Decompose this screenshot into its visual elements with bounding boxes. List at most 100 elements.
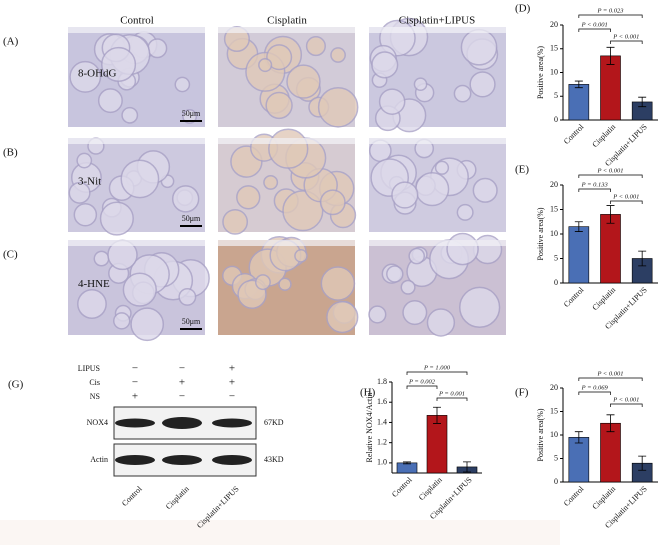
scale-bar-label: 50μm bbox=[182, 109, 201, 118]
y-tick-label: 1.6 bbox=[377, 397, 387, 406]
follicle bbox=[319, 189, 346, 216]
error-bar bbox=[463, 461, 471, 473]
column-header: Control bbox=[120, 15, 154, 27]
band bbox=[162, 417, 202, 429]
y-tick-label: 0 bbox=[554, 477, 558, 486]
follicle bbox=[326, 300, 359, 334]
y-tick-label: 5 bbox=[554, 453, 558, 462]
treatment-sign: + bbox=[179, 377, 185, 389]
follicle bbox=[93, 250, 110, 267]
y-axis-label: Positive area(%) bbox=[536, 46, 545, 99]
follicle bbox=[472, 177, 498, 203]
follicle bbox=[171, 185, 200, 213]
follicle bbox=[268, 128, 309, 169]
treatment-sign: + bbox=[132, 391, 138, 403]
error-bar bbox=[638, 250, 647, 267]
follicle bbox=[286, 64, 321, 99]
follicle bbox=[120, 159, 160, 199]
y-tick-label: 1.0 bbox=[377, 458, 387, 467]
follicle bbox=[294, 249, 308, 263]
treatment-label: LIPUS bbox=[78, 364, 100, 373]
significance-label: P = 0.002 bbox=[408, 378, 436, 385]
error-bar bbox=[638, 455, 647, 471]
scale-bar-label: 50μm bbox=[182, 214, 201, 223]
image-top-gap bbox=[218, 138, 355, 144]
y-axis-label: Positive area(%) bbox=[536, 408, 545, 461]
significance-bracket bbox=[578, 14, 643, 18]
band-label: NOX4 bbox=[87, 418, 108, 427]
follicle bbox=[69, 60, 102, 93]
significance-bracket bbox=[578, 28, 611, 32]
row-label: 4-HNE bbox=[78, 278, 110, 290]
follicle bbox=[456, 203, 474, 221]
treatment-label: Cis bbox=[89, 378, 100, 387]
follicle bbox=[460, 28, 498, 66]
panel-label: (E) bbox=[515, 164, 529, 176]
image-top-gap bbox=[218, 27, 355, 33]
significance-bracket bbox=[578, 377, 643, 381]
follicle bbox=[97, 88, 123, 114]
significance-bracket bbox=[610, 403, 643, 407]
image-top-gap bbox=[369, 240, 506, 246]
band bbox=[162, 455, 202, 465]
row-label: 8-OHdG bbox=[78, 68, 117, 80]
follicle bbox=[265, 91, 293, 120]
band-label: Actin bbox=[90, 455, 108, 464]
error-bar bbox=[638, 96, 647, 108]
bar bbox=[568, 437, 590, 483]
treatment-sign: − bbox=[132, 377, 138, 389]
significance-label: P < 0.001 bbox=[581, 21, 608, 28]
follicle bbox=[76, 152, 93, 169]
y-tick-label: 0 bbox=[554, 115, 558, 124]
significance-label: P = 0.023 bbox=[596, 7, 624, 14]
follicle bbox=[446, 232, 479, 266]
y-tick-label: 10 bbox=[550, 430, 558, 439]
follicle bbox=[68, 181, 91, 204]
treatment-sign: + bbox=[229, 377, 235, 389]
band bbox=[212, 418, 252, 428]
treatment-sign: − bbox=[179, 391, 185, 403]
error-bar bbox=[574, 221, 583, 232]
significance-label: P < 0.001 bbox=[612, 33, 639, 40]
error-bar bbox=[574, 80, 583, 89]
panel-label: (H) bbox=[360, 387, 376, 399]
bar bbox=[568, 84, 590, 121]
y-tick-label: 0 bbox=[554, 278, 558, 287]
treatment-sign: − bbox=[229, 391, 235, 403]
significance-label: P < 0.001 bbox=[612, 396, 639, 403]
bar bbox=[568, 226, 590, 284]
treatment-sign: − bbox=[132, 363, 138, 375]
significance-label: P < 0.001 bbox=[612, 193, 639, 200]
y-tick-label: 1.2 bbox=[377, 437, 387, 446]
y-tick-label: 1.8 bbox=[377, 377, 387, 386]
y-axis-label: Relative NOX4/Actin bbox=[365, 393, 374, 463]
follicle bbox=[174, 76, 191, 93]
y-tick-label: 10 bbox=[550, 67, 558, 76]
bar bbox=[600, 214, 621, 284]
error-bar bbox=[574, 431, 583, 444]
panel-label: (A) bbox=[3, 36, 19, 48]
follicle bbox=[391, 181, 419, 209]
image-top-gap bbox=[369, 138, 506, 144]
follicle bbox=[378, 88, 406, 115]
significance-label: P < 0.001 bbox=[596, 370, 623, 377]
follicle bbox=[73, 202, 98, 227]
y-tick-label: 1.4 bbox=[377, 417, 387, 426]
follicle bbox=[458, 286, 501, 329]
error-bar bbox=[606, 46, 615, 65]
column-header: Cisplatin+LIPUS bbox=[399, 15, 476, 27]
band bbox=[115, 418, 155, 428]
significance-bracket bbox=[578, 391, 611, 395]
follicle bbox=[263, 174, 279, 190]
significance-bracket bbox=[406, 385, 438, 389]
panel-label: (D) bbox=[515, 3, 531, 15]
scale-bar-label: 50μm bbox=[182, 317, 201, 326]
follicle bbox=[400, 279, 416, 295]
treatment-sign: − bbox=[179, 363, 185, 375]
error-bar bbox=[403, 461, 411, 465]
y-tick-label: 15 bbox=[550, 204, 558, 213]
y-tick-label: 20 bbox=[550, 20, 558, 29]
follicle bbox=[100, 46, 137, 82]
follicle bbox=[121, 106, 139, 124]
bar bbox=[396, 462, 418, 474]
